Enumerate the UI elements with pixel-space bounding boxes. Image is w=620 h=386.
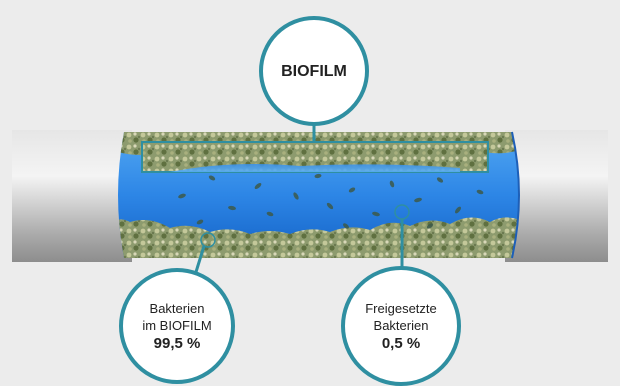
pipe-right [505,130,608,262]
released-label-line2: Bakterien [373,317,429,333]
embedded-label-line1: Bakterien [149,300,205,316]
pipe-cut-edge [511,131,520,259]
callout-bacteria-in-biofilm: Bakterien im BIOFILM 99,5 % [119,268,235,384]
callout-released-bacteria: Freigesetzte Bakterien 0,5 % [341,266,461,386]
callout-biofilm: BIOFILM [259,16,369,126]
embedded-label-line2: im BIOFILM [142,317,212,333]
free-bacteria [178,173,484,229]
pipe-left [12,130,132,262]
connector-embedded [194,245,206,273]
biofilm-bottom [118,217,519,258]
biofilm-label: BIOFILM [281,62,347,80]
embedded-percentage: 99,5 % [153,334,201,352]
released-label-line1: Freigesetzte [365,300,437,316]
embedded-bacterium-marker [200,232,216,248]
biofilm-highlight-gap [170,164,460,172]
released-percentage: 0,5 % [381,334,421,352]
